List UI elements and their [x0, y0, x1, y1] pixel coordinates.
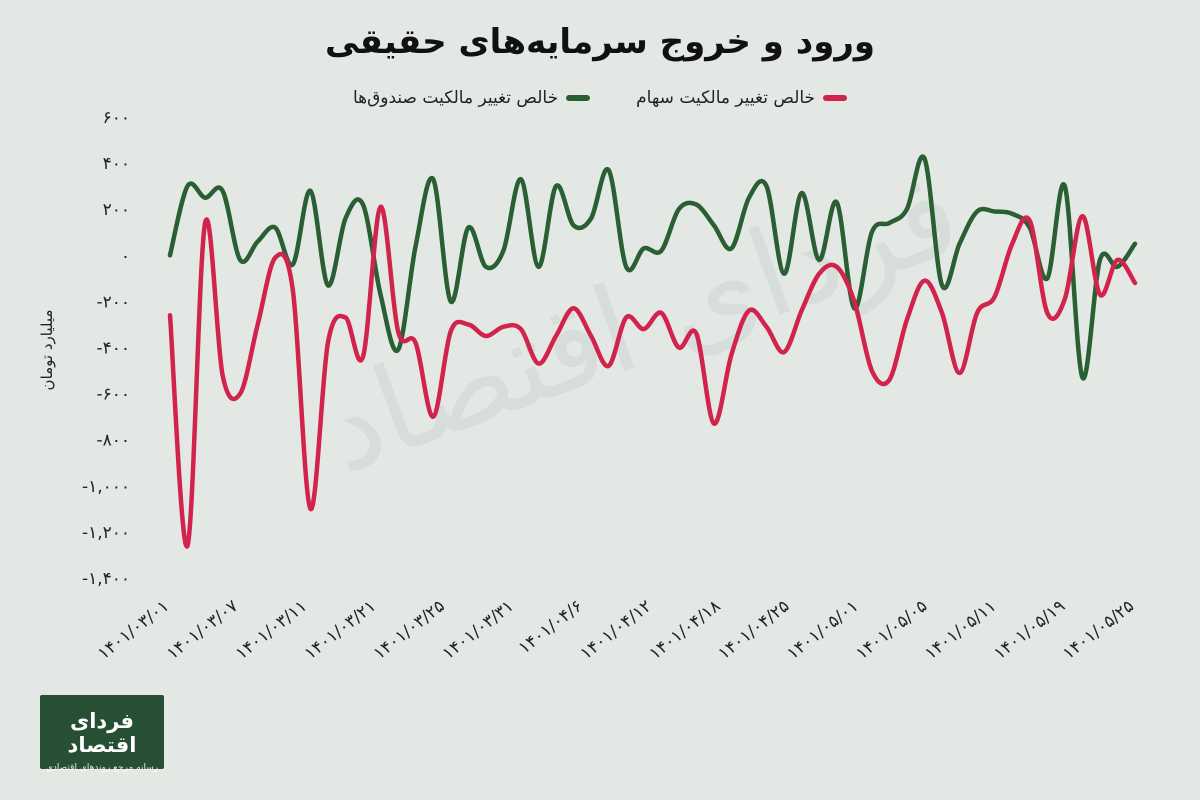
legend-label-funds: خالص تغییر مالکیت صندوق‌ها [352, 88, 559, 108]
y-tick-label: -۱,۴۰۰ [82, 569, 130, 589]
legend: خالص تغییر مالکیت سهام خالص تغییر مالکیت… [0, 88, 1200, 108]
x-tick-label: ۱۴۰۱/۰۳/۰۷ [163, 596, 242, 664]
x-tick-label: ۱۴۰۱/۰۴/۶ [515, 596, 587, 658]
legend-item-funds: خالص تغییر مالکیت صندوق‌ها [352, 88, 591, 108]
x-tick-label: ۱۴۰۱/۰۵/۲۵ [1059, 596, 1138, 664]
logo-name: فردای اقتصاد [67, 709, 137, 757]
x-tick-label: ۱۴۰۱/۰۵/۰۵ [852, 596, 931, 664]
x-tick-label: ۱۴۰۱/۰۳/۲۱ [301, 596, 380, 664]
y-tick-label: ۴۰۰ [103, 154, 130, 174]
series-line-stocks [167, 204, 1138, 549]
x-tick-label: ۱۴۰۱/۰۵/۱۱ [921, 596, 1000, 664]
legend-swatch-funds [566, 95, 591, 101]
x-tick-label: ۱۴۰۱/۰۵/۱۹ [990, 596, 1069, 664]
y-tick-label: ۶۰۰ [103, 108, 130, 128]
y-tick-label: -۸۰۰ [96, 431, 130, 451]
x-tick-label: ۱۴۰۱/۰۳/۱۱ [232, 596, 311, 664]
x-tick-label: ۱۴۰۱/۰۳/۰۱ [94, 596, 173, 664]
series-line-funds [167, 154, 1138, 381]
legend-label-stocks: خالص تغییر مالکیت سهام [636, 88, 816, 108]
y-tick-label: -۱,۰۰۰ [82, 477, 130, 497]
series-layer [167, 154, 1138, 549]
x-tick-label: ۱۴۰۱/۰۴/۱۸ [646, 596, 725, 664]
y-tick-label: -۶۰۰ [96, 385, 130, 405]
x-tick-label: ۱۴۰۱/۰۴/۱۲ [577, 596, 656, 664]
x-tick-label: ۱۴۰۱/۰۳/۲۵ [370, 596, 449, 664]
logo: فردای اقتصاد رسانه مرجع روندهای اقتصادی [40, 695, 164, 773]
logo-tagline: رسانه مرجع روندهای اقتصادی [45, 763, 159, 773]
chart-title: ورود و خروج سرمایه‌های حقیقی [324, 22, 876, 62]
y-axis-label: میلیارد تومان [38, 310, 56, 391]
y-tick-label: ۰ [121, 246, 130, 266]
x-tick-label: ۱۴۰۱/۰۳/۳۱ [439, 596, 518, 664]
y-axis-ticks: ۶۰۰ ۴۰۰ ۲۰۰ ۰ -۲۰۰ -۴۰۰ -۶۰۰ -۸۰۰ -۱,۰۰۰ -۱,۲۰۰ -۱… [82, 108, 130, 589]
y-tick-label: ۲۰۰ [103, 200, 130, 220]
legend-swatch-stocks [823, 95, 848, 101]
y-tick-label: -۴۰۰ [96, 339, 130, 359]
legend-item-stocks: خالص تغییر مالکیت سهام [636, 88, 848, 108]
x-tick-label: ۱۴۰۱/۰۴/۲۵ [715, 596, 794, 664]
x-axis-ticks: ۱۴۰۱/۰۳/۰۱۱۴۰۱/۰۳/۰۷۱۴۰۱/۰۳/۱۱۱۴۰۱/۰۳/۲۱… [94, 596, 1138, 664]
y-tick-label: -۱,۲۰۰ [82, 523, 130, 543]
y-tick-label: -۲۰۰ [96, 292, 130, 312]
x-tick-label: ۱۴۰۱/۰۵/۰۱ [783, 596, 862, 664]
